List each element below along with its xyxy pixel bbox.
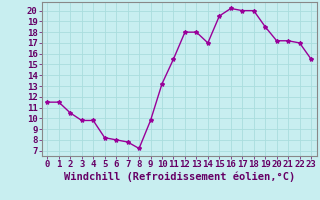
- X-axis label: Windchill (Refroidissement éolien,°C): Windchill (Refroidissement éolien,°C): [64, 172, 295, 182]
